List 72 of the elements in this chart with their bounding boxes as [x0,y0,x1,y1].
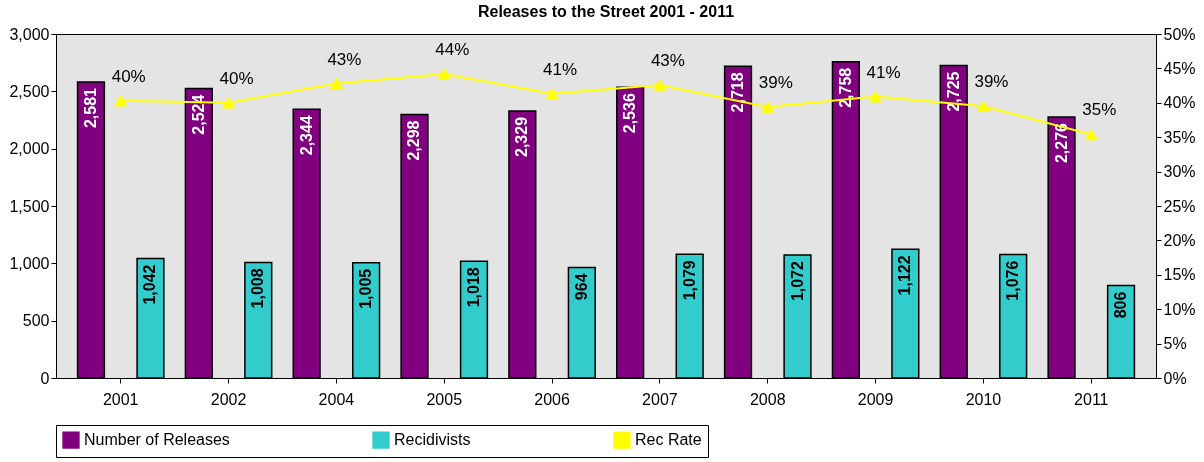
data-label: 41% [866,62,901,82]
data-label: 40% [111,66,146,86]
data-label: 1,122 [896,255,914,296]
y2-tick-label: 35% [1163,128,1196,146]
y-tick-label: 2,000 [9,140,50,158]
data-label: 41% [543,59,578,79]
data-label: 1,008 [249,268,267,309]
y2-tick-label: 45% [1163,59,1196,77]
y-tick-label: 3,000 [9,25,50,43]
x-tick-label: 2004 [318,390,355,408]
data-label: 1,018 [464,267,482,308]
data-label: 43% [327,49,362,69]
point [114,94,128,107]
point [653,79,667,91]
point [545,88,559,100]
data-label: 1,079 [680,260,698,301]
y2-tick-label: 10% [1163,300,1196,318]
data-label: 1,072 [788,260,806,302]
data-label: 1,042 [141,264,159,305]
x-tick-label: 2010 [965,390,1002,408]
data-label: 2,344 [297,115,315,156]
y2-tick-label: 0% [1163,369,1187,387]
point [437,68,451,80]
x-tick-label: 2005 [426,390,463,408]
y2-tick-label: 20% [1163,231,1196,249]
x-tick-label: 2006 [534,390,570,408]
data-label: 1,005 [357,268,375,309]
y2-tick-label: 25% [1163,197,1196,215]
data-label: 2,725 [944,71,962,112]
y2-tick-label: 50% [1163,25,1196,43]
data-label: 43% [650,50,685,70]
x-tick-label: 2001 [102,390,139,408]
data-label: 39% [758,72,793,92]
chart-title: Releases to the Street 2001 - 2011 [477,3,735,20]
point [976,100,991,113]
y-tick-label: 0 [40,369,50,387]
point [329,77,344,90]
x-tick-label: 2011 [1074,390,1109,408]
point [1084,128,1098,141]
data-label: 2,329 [513,116,531,157]
data-label: 2,581 [81,87,99,129]
data-label: 1,076 [1004,260,1022,301]
data-label: 2,298 [405,120,423,161]
data-label: 2,718 [729,72,747,113]
y-tick-label: 1,000 [9,254,50,272]
point [761,101,775,113]
x-tick-label: 2008 [749,390,786,408]
x-tick-label: 2002 [210,390,247,408]
y-tick-label: 1,500 [9,197,50,215]
y-tick-label: 500 [22,312,50,330]
data-label: 2,524 [189,94,207,135]
legend-label: Recidivists [394,431,471,449]
data-label: 2,758 [836,67,854,108]
data-label: 39% [974,72,1009,92]
y2-tick-label: 40% [1163,94,1196,112]
y2-tick-label: 5% [1163,335,1187,353]
data-label: 2,276 [1052,122,1070,164]
y2-tick-label: 15% [1163,266,1196,284]
data-label: 806 [1112,291,1130,319]
legend-label: Rec Rate [635,431,702,449]
point [868,90,883,103]
data-label: 44% [435,39,470,59]
y-tick-label: 2,500 [9,82,50,100]
y2-tick-label: 30% [1163,163,1196,181]
data-label: 2,536 [621,93,639,134]
legend-label: Number of Releases [84,431,230,449]
data-label: 35% [1082,100,1117,120]
x-tick-label: 2007 [642,390,678,408]
x-tick-label: 2009 [857,390,894,408]
data-label: 964 [572,273,590,301]
data-label: 40% [219,68,254,88]
point [221,96,236,109]
